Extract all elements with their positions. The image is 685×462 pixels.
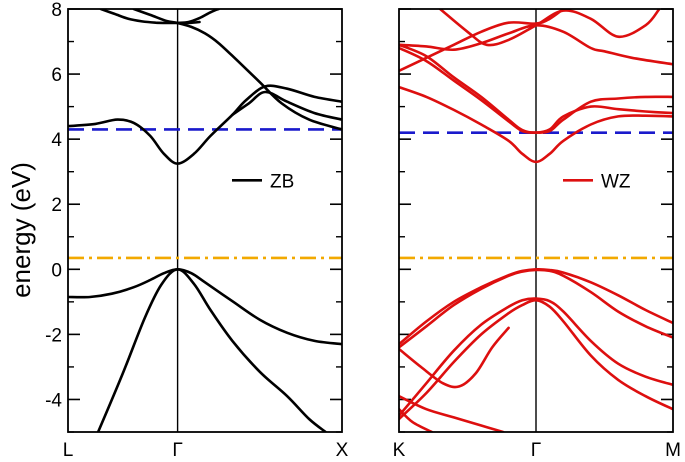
band-line-6 [399,407,434,432]
legend-label: WZ [601,171,631,192]
band-line-5 [399,394,505,432]
plot-frame [67,8,343,433]
band-line-4 [399,326,510,389]
panel-zb: -4 -2 0 2 4 6 8 L Γ X ZB [45,0,349,461]
y-tick-label: 8 [51,0,62,21]
y-tick-label: 0 [51,260,62,281]
band-line-3 [399,298,673,421]
x-tick-label: X [336,440,349,461]
band-line-2 [399,297,673,417]
band-line-12 [399,9,565,73]
y-tick-label: -2 [45,325,62,346]
band-line-9 [399,85,673,164]
x-tick-label: M [665,440,681,461]
band-line-5 [132,9,342,131]
panel-wz: K Γ M WZ [393,8,681,461]
y-tick-label: 2 [51,195,62,216]
y-tick-label: 6 [51,65,62,86]
band-line-8 [399,43,673,134]
y-tick-label: 4 [51,130,62,151]
band-line-1 [399,268,673,349]
x-tick-label: Γ [531,440,541,461]
band-line-0 [68,268,342,346]
y-tick-label: -4 [45,390,62,411]
x-tick-label: L [63,440,74,461]
x-tick-label: K [393,440,406,461]
bands-group [399,9,673,432]
band-line-6 [176,9,220,25]
band-line-3 [231,90,342,121]
band-line-11 [438,9,661,47]
x-tick-label: Γ [172,440,182,461]
plot-frame [398,8,674,433]
bands-group [68,9,342,432]
band-line-2 [68,84,342,165]
band-line-1 [96,268,327,432]
y-axis-label: energy (eV) [6,162,36,298]
legend-label: ZB [270,171,294,192]
